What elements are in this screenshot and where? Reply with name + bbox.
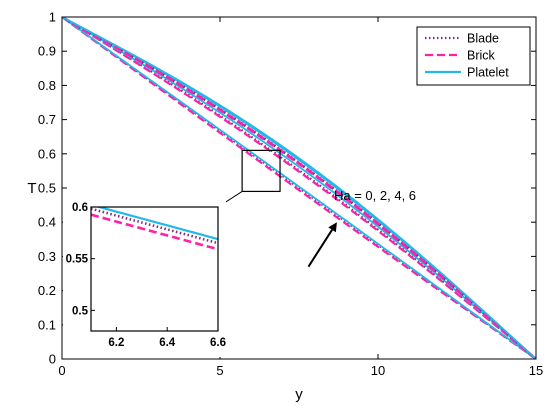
y-tick-label: 0: [49, 352, 56, 367]
inset-x-tick-label: 6.2: [108, 337, 124, 349]
legend-label-blade: Blade: [467, 32, 499, 46]
series-line-platelet-2: [62, 17, 536, 359]
x-tick-label: 5: [216, 363, 223, 378]
series-line-brick-10: [62, 17, 536, 359]
main-plot: [62, 17, 536, 359]
y-tick-label: 0.8: [38, 78, 56, 93]
inset-series-line-platelet-11: [91, 123, 218, 155]
legend-box: [416, 26, 531, 86]
y-axis-label: T: [27, 180, 36, 197]
main-axes: 0 5 10 15 0 0.1 0.2 0.3 0.4 0.5 0.6 0.7 0.8 0.9 1: [38, 10, 543, 379]
zoom-indicator: [217, 149, 281, 208]
inset-series: [91, 123, 218, 331]
series-line-brick-4: [62, 17, 536, 359]
ha-annotation-text: Ha = 0, 2, 4, 6: [334, 188, 416, 203]
x-tick-label: 0: [58, 363, 65, 378]
series-line-blade-3: [62, 17, 536, 359]
inset-series-line-blade-9: [91, 136, 218, 169]
inset-series-line-platelet-5: [91, 147, 218, 180]
inset-series-line-platelet-8: [91, 128, 218, 160]
y-tick-label: 0.1: [38, 317, 56, 332]
inset-series-line-brick-1: [91, 213, 218, 251]
inset-frame: [90, 206, 219, 332]
y-tick-label: 0.4: [38, 215, 56, 230]
y-tick-label: 0.3: [38, 249, 56, 264]
y-tick-label: 0.7: [38, 112, 56, 127]
inset-x-tick-label: 6.4: [159, 337, 176, 349]
x-tick-label: 10: [371, 363, 385, 378]
inset-series-line-brick-7: [91, 139, 218, 172]
legend: Blade Brick Platelet: [416, 26, 531, 86]
legend-label-brick: Brick: [467, 49, 496, 63]
zoom-box: [241, 149, 281, 193]
inset-plot: 6.2 6.4 6.6 0.5 0.55 0.6: [63, 123, 226, 357]
ha-annotation: Ha = 0, 2, 4, 6: [307, 188, 416, 268]
ha-arrow: [307, 229, 333, 268]
ha-arrow-head: [328, 222, 337, 233]
inset-y-tick-label: 0.6: [72, 202, 88, 214]
inset-y-tick-label: 0.5: [72, 305, 89, 317]
series-line-brick-1: [62, 17, 536, 359]
inset-series-line-blade-3: [91, 157, 218, 190]
y-tick-label: 0.6: [38, 146, 56, 161]
y-tick-label: 1: [49, 10, 56, 25]
y-tick-label: 0.2: [38, 283, 56, 298]
inset-x-tick-label: 6.6: [210, 337, 226, 349]
legend-label-platelet: Platelet: [467, 66, 509, 80]
inset-series-line-brick-4: [91, 161, 218, 194]
inset-plot-area: [91, 207, 218, 331]
x-axis-label: y: [295, 386, 303, 403]
x-tick-label: 15: [529, 363, 543, 378]
y-tick-label: 0.5: [38, 181, 56, 196]
inset-y-tick-label: 0.55: [66, 254, 89, 266]
inset-series-line-blade-6: [91, 138, 218, 171]
y-tick-label: 0.9: [38, 44, 56, 59]
inset-series-line-platelet-2: [95, 207, 218, 241]
inset-series-line-brick-10: [91, 137, 218, 170]
series-line-platelet-11: [62, 17, 536, 359]
